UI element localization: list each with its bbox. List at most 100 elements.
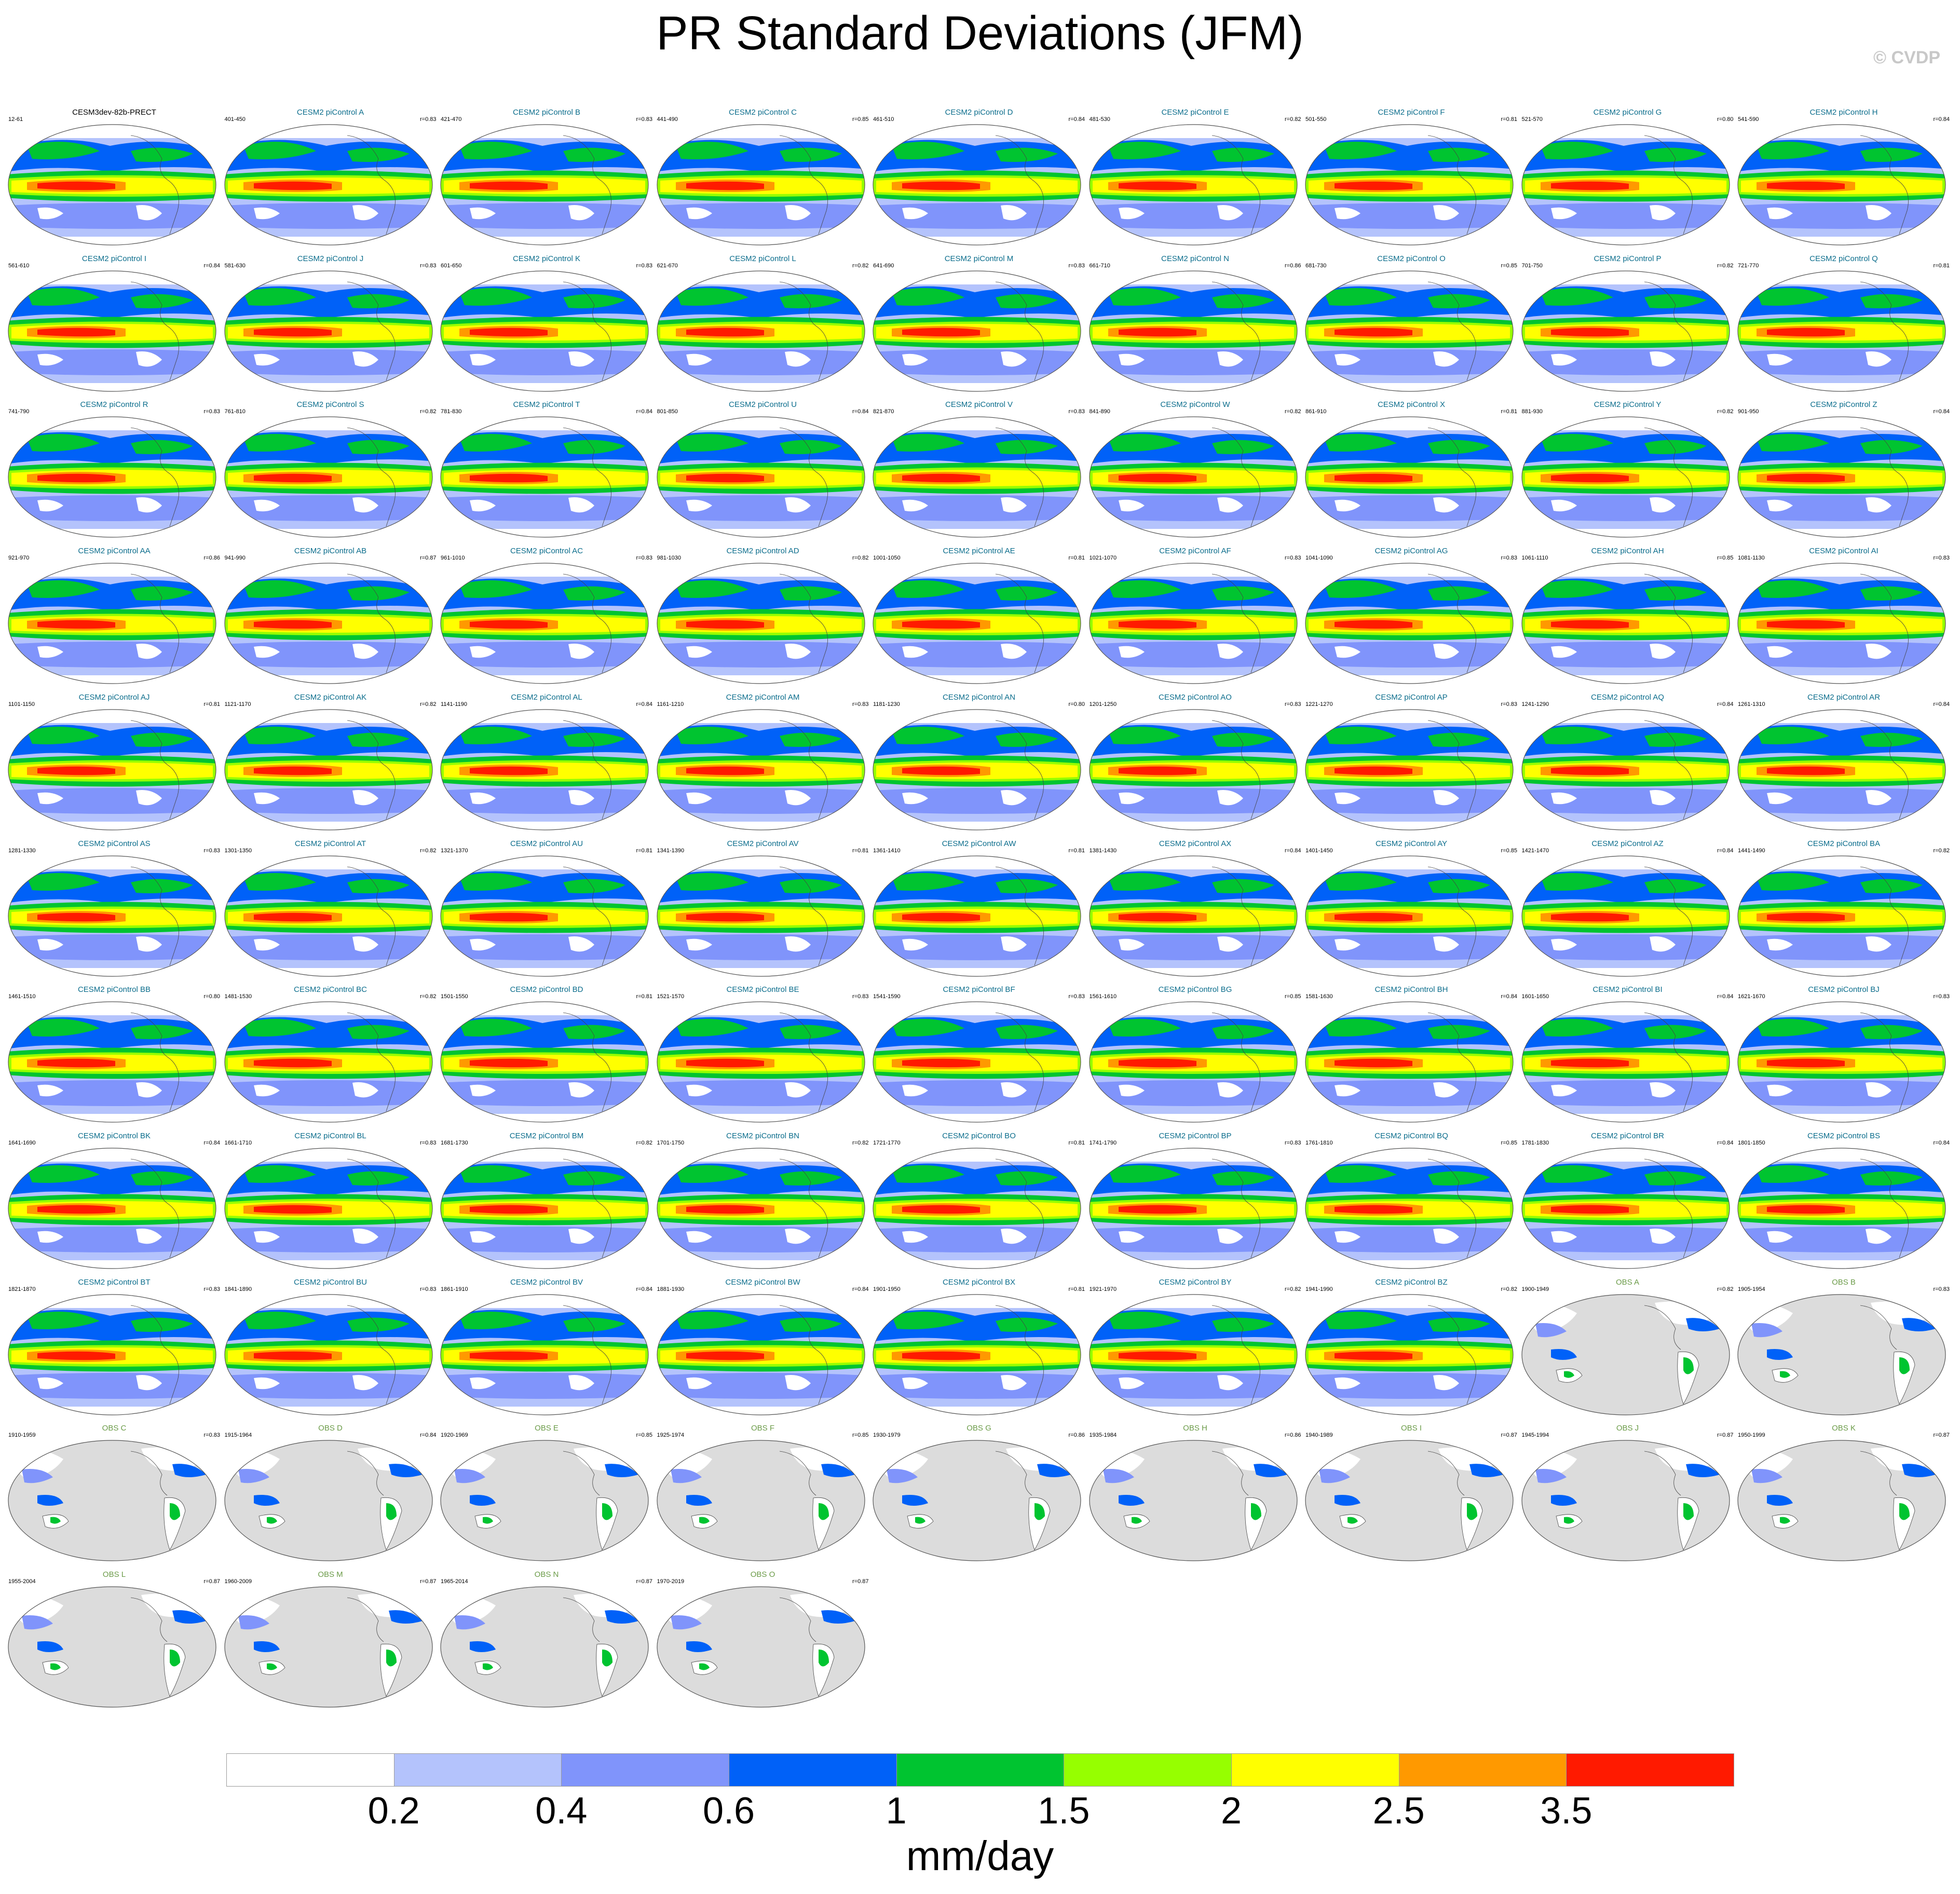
panel-correlation: r=0.83 (420, 262, 437, 269)
colorbar-segment (1398, 1753, 1567, 1787)
panel-years: 1950-1999 (1738, 1432, 1765, 1439)
map-panel: CESM2 piControl AV 1341-1390 r=0.81 (655, 839, 871, 980)
map-field (1521, 1440, 1730, 1561)
panel-title: CESM2 piControl AR (1807, 692, 1881, 702)
panel-title: CESM2 piControl BF (943, 985, 1015, 994)
panel-correlation: r=0.82 (852, 262, 869, 269)
panel-correlation: r=0.82 (852, 555, 869, 562)
map-field (224, 1293, 433, 1415)
map-field (224, 1586, 433, 1708)
panel-years: 1960-2009 (224, 1578, 252, 1585)
map-panel: CESM2 piControl E 481-530 r=0.82 (1087, 108, 1303, 249)
panel-title: OBS E (535, 1424, 559, 1433)
panel-title: CESM2 piControl O (1377, 254, 1446, 263)
map-panel: CESM2 piControl BO 1721-1770 r=0.81 (871, 1132, 1087, 1273)
map-panel: CESM2 piControl BT 1821-1870 r=0.83 (6, 1278, 222, 1419)
panel-title: CESM2 piControl A (296, 108, 364, 117)
panel-title: CESM2 piControl BD (510, 985, 583, 994)
map-field (1521, 1148, 1730, 1269)
map-panel: CESM2 piControl BK 1641-1690 r=0.84 (6, 1132, 222, 1273)
panel-title: CESM2 piControl AS (78, 839, 151, 848)
panel-years: 1481-1530 (224, 993, 252, 1000)
panel-years: 481-530 (1089, 116, 1110, 122)
panel-title: CESM2 piControl J (297, 254, 364, 263)
map-field (8, 416, 216, 538)
panel-title: CESM2 piControl BV (510, 1277, 583, 1287)
map-field (440, 416, 649, 538)
map-field (440, 563, 649, 684)
panel-correlation: r=0.87 (1717, 1432, 1734, 1439)
colorbar-units: mm/day (906, 1833, 1054, 1879)
panel-correlation: r=0.84 (1717, 993, 1734, 1000)
panel-correlation: r=0.84 (636, 701, 653, 707)
map-panel: CESM2 piControl BA 1441-1490 r=0.82 (1736, 839, 1952, 980)
map-field (873, 1148, 1081, 1269)
map-field (1521, 855, 1730, 977)
panel-years: 861-910 (1305, 408, 1327, 415)
map-field (873, 416, 1081, 538)
panel-correlation: r=0.82 (420, 408, 437, 415)
panel-correlation: r=0.82 (420, 701, 437, 707)
panel-years: 1621-1670 (1738, 993, 1765, 1000)
panel-title: CESM2 piControl N (1161, 254, 1229, 263)
panel-correlation: r=0.81 (203, 701, 221, 707)
panel-title: CESM2 piControl AT (294, 839, 366, 848)
panel-title: CESM2 piControl BA (1807, 839, 1881, 848)
panel-title: CESM2 piControl Z (1810, 400, 1877, 410)
panel-years: 781-830 (441, 408, 462, 415)
map-panel: CESM2 piControl AP 1221-1270 r=0.83 (1303, 693, 1519, 834)
panel-correlation: r=0.87 (1501, 1432, 1518, 1439)
panel-correlation: r=0.82 (420, 993, 437, 1000)
panel-correlation: r=0.82 (1717, 408, 1734, 415)
panel-title: OBS N (534, 1570, 559, 1579)
map-field (8, 124, 216, 246)
map-field (1737, 709, 1946, 830)
colorbar-tick-label: 1 (886, 1790, 907, 1832)
panel-correlation: r=0.87 (852, 1578, 869, 1585)
map-panel: CESM2 piControl L 621-670 r=0.82 (655, 254, 871, 396)
panel-years: 1641-1690 (8, 1139, 36, 1146)
panel-correlation: r=0.84 (1068, 116, 1085, 122)
map-panel: CESM2 piControl U 801-850 r=0.84 (655, 400, 871, 541)
panel-correlation: r=0.83 (1933, 555, 1950, 562)
panel-title: CESM2 piControl G (1593, 108, 1662, 117)
panel-years: 1141-1190 (441, 701, 467, 707)
map-field (8, 1586, 216, 1708)
map-panel: CESM2 piControl J 581-630 r=0.83 (223, 254, 439, 396)
map-field (873, 1293, 1081, 1415)
map-field (1737, 416, 1946, 538)
panel-years: 1925-1974 (657, 1432, 685, 1439)
colorbar-segment (561, 1753, 729, 1787)
map-field (1088, 270, 1298, 392)
panel-years: 1081-1130 (1738, 555, 1765, 562)
panel-years: 1821-1870 (8, 1286, 36, 1292)
panel-years: 1461-1510 (8, 993, 36, 1000)
panel-title: CESM2 piControl AY (1375, 839, 1448, 848)
panel-title: CESM2 piControl BL (294, 1131, 366, 1140)
panel-correlation: r=0.83 (1933, 993, 1950, 1000)
panel-years: 1321-1370 (441, 847, 468, 854)
map-panel: CESM2 piControl W 841-890 r=0.82 (1087, 400, 1303, 541)
map-field (1521, 1001, 1730, 1123)
map-field (8, 270, 216, 392)
panel-correlation: r=0.85 (852, 1432, 869, 1439)
panel-title: CESM2 piControl BZ (1375, 1277, 1448, 1287)
map-panel: OBS H 1935-1984 r=0.86 (1087, 1424, 1303, 1565)
colorbar-tick-label: 0.4 (535, 1790, 588, 1832)
panel-years: 601-650 (441, 262, 462, 269)
map-panel: CESM2 piControl BJ 1621-1670 r=0.83 (1736, 985, 1952, 1126)
map-panel: CESM2 piControl N 661-710 r=0.86 (1087, 254, 1303, 396)
panel-years: 1915-1964 (224, 1432, 252, 1439)
map-field (8, 1001, 216, 1123)
map-field (224, 270, 433, 392)
panel-title: OBS O (750, 1570, 775, 1579)
panel-correlation: r=0.87 (1933, 1432, 1950, 1439)
map-field (1305, 1440, 1514, 1561)
panel-correlation: r=0.84 (420, 1432, 437, 1439)
map-field (440, 855, 649, 977)
map-field (224, 563, 433, 684)
map-field (440, 124, 649, 246)
panel-correlation: r=0.83 (203, 408, 221, 415)
map-panel: OBS O 1970-2019 r=0.87 (655, 1570, 871, 1711)
panel-title: CESM2 piControl H (1809, 108, 1878, 117)
